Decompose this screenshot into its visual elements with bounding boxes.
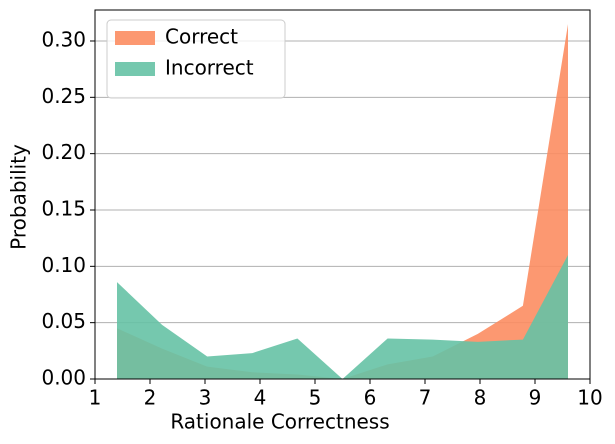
x-tick-label: 5 — [309, 386, 322, 410]
y-tick-label: 0.05 — [41, 309, 86, 333]
area — [117, 255, 568, 379]
y-tick-label: 0.15 — [41, 196, 86, 220]
legend-label: Correct — [165, 25, 238, 49]
x-tick-label: 10 — [577, 386, 602, 410]
y-axis-label: Probability — [7, 144, 31, 250]
x-tick-label: 3 — [199, 386, 212, 410]
x-tick-label: 8 — [474, 386, 487, 410]
y-tick-label: 0.25 — [41, 84, 86, 108]
x-tick-label: 9 — [529, 386, 542, 410]
x-tick-label: 1 — [89, 386, 102, 410]
y-tick-label: 0.20 — [41, 140, 86, 164]
x-tick-label: 2 — [144, 386, 157, 410]
legend-swatch — [115, 31, 155, 45]
y-tick-label: 0.00 — [41, 366, 86, 390]
y-tick-label: 0.10 — [41, 253, 86, 277]
legend-label: Incorrect — [165, 56, 254, 80]
y-tick-label: 0.30 — [41, 27, 86, 51]
x-tick-label: 4 — [254, 386, 267, 410]
legend-swatch — [115, 62, 155, 76]
x-tick-label: 6 — [364, 386, 377, 410]
x-tick-label: 7 — [419, 386, 432, 410]
x-axis-label: Rationale Correctness — [170, 410, 389, 434]
plot-frame — [94, 9, 591, 380]
